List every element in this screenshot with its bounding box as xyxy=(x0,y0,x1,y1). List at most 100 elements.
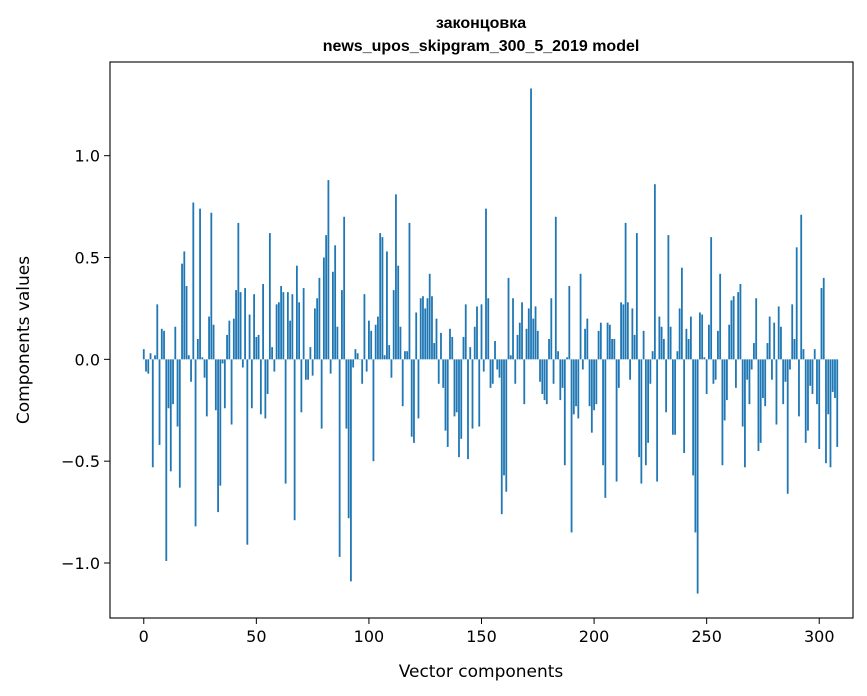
chart-title-line-1: законцовка xyxy=(436,15,526,32)
bar-series xyxy=(142,88,839,594)
bar-225 xyxy=(649,359,652,384)
bar-84 xyxy=(332,271,334,360)
bar-249 xyxy=(703,357,706,360)
bar-177 xyxy=(541,359,544,394)
bar-186 xyxy=(561,359,564,388)
bar-140 xyxy=(458,359,460,458)
bar-306 xyxy=(831,359,834,392)
bar-278 xyxy=(768,316,771,360)
bar-294 xyxy=(804,359,807,443)
bar-132 xyxy=(440,332,442,360)
bar-228 xyxy=(656,359,659,482)
bar-302 xyxy=(822,277,825,360)
bar-269 xyxy=(748,359,751,405)
y-tick-label: 0.0 xyxy=(75,350,100,369)
bar-55 xyxy=(266,359,269,394)
x-tick-label: 100 xyxy=(354,627,385,646)
bar-9 xyxy=(163,330,165,360)
bar-293 xyxy=(802,349,805,360)
bar-181 xyxy=(550,298,553,360)
bar-242 xyxy=(687,338,690,360)
bar-66 xyxy=(291,294,294,360)
bar-126 xyxy=(426,298,429,360)
bar-266 xyxy=(741,359,744,427)
bar-12 xyxy=(169,359,172,472)
bar-47 xyxy=(248,314,251,360)
bar-292 xyxy=(800,214,803,360)
bar-20 xyxy=(187,355,190,360)
bar-76 xyxy=(313,308,316,360)
bar-203 xyxy=(599,322,602,360)
bar-69 xyxy=(298,302,301,360)
bar-143 xyxy=(464,304,467,360)
bar-297 xyxy=(811,359,814,394)
bar-233 xyxy=(667,235,670,360)
bar-265 xyxy=(739,283,742,360)
bar-251 xyxy=(708,324,710,360)
bar-101 xyxy=(370,330,373,360)
bar-43 xyxy=(239,292,242,360)
bar-62 xyxy=(282,292,285,360)
bar-18 xyxy=(183,251,186,360)
bar-98 xyxy=(363,294,366,360)
bar-129 xyxy=(433,343,436,360)
bar-59 xyxy=(275,304,278,360)
bar-260 xyxy=(728,324,731,360)
bar-290 xyxy=(795,247,798,360)
bar-44 xyxy=(241,359,244,368)
bar-128 xyxy=(431,296,433,360)
bar-49 xyxy=(253,294,255,360)
bar-305 xyxy=(829,359,832,468)
bar-110 xyxy=(390,359,393,378)
y-tick-label: −1.0 xyxy=(61,554,100,573)
bar-131 xyxy=(437,359,440,384)
bar-106 xyxy=(381,237,384,360)
bar-169 xyxy=(523,359,526,405)
bar-65 xyxy=(289,320,292,360)
bar-137 xyxy=(451,336,454,360)
bar-299 xyxy=(816,359,818,405)
bar-195 xyxy=(581,359,584,370)
bar-149 xyxy=(478,359,481,427)
bar-192 xyxy=(575,359,577,407)
bar-296 xyxy=(809,359,812,386)
bar-24 xyxy=(196,338,199,360)
bar-70 xyxy=(300,359,303,413)
bar-21 xyxy=(190,359,192,382)
bar-37 xyxy=(226,334,228,360)
bar-147 xyxy=(473,326,476,360)
bar-229 xyxy=(658,316,661,360)
bar-116 xyxy=(404,351,406,360)
bar-7 xyxy=(158,359,161,445)
bar-221 xyxy=(640,359,643,484)
bar-238 xyxy=(678,308,681,360)
bar-179 xyxy=(545,359,548,405)
bar-246 xyxy=(696,359,699,594)
bar-75 xyxy=(311,359,314,376)
bar-94 xyxy=(354,349,357,360)
bar-201 xyxy=(595,359,598,405)
bar-119 xyxy=(410,359,413,437)
bar-178 xyxy=(543,359,546,401)
bar-240 xyxy=(683,359,686,454)
bar-212 xyxy=(620,302,622,360)
bar-136 xyxy=(449,328,451,360)
bar-103 xyxy=(374,324,377,360)
bar-1 xyxy=(145,359,147,372)
bar-73 xyxy=(307,359,310,380)
bar-158 xyxy=(498,359,501,378)
bar-78 xyxy=(318,277,321,360)
bar-79 xyxy=(320,359,323,429)
bar-176 xyxy=(539,359,541,382)
bar-41 xyxy=(235,290,237,360)
bar-15 xyxy=(176,359,179,427)
bar-125 xyxy=(424,308,427,360)
bar-247 xyxy=(699,312,701,360)
bar-130 xyxy=(435,318,438,360)
bar-280 xyxy=(773,322,776,360)
bar-33 xyxy=(217,359,219,513)
bar-281 xyxy=(775,359,778,425)
x-tick-label: 250 xyxy=(691,627,722,646)
bar-188 xyxy=(566,357,568,360)
bar-112 xyxy=(395,194,397,360)
